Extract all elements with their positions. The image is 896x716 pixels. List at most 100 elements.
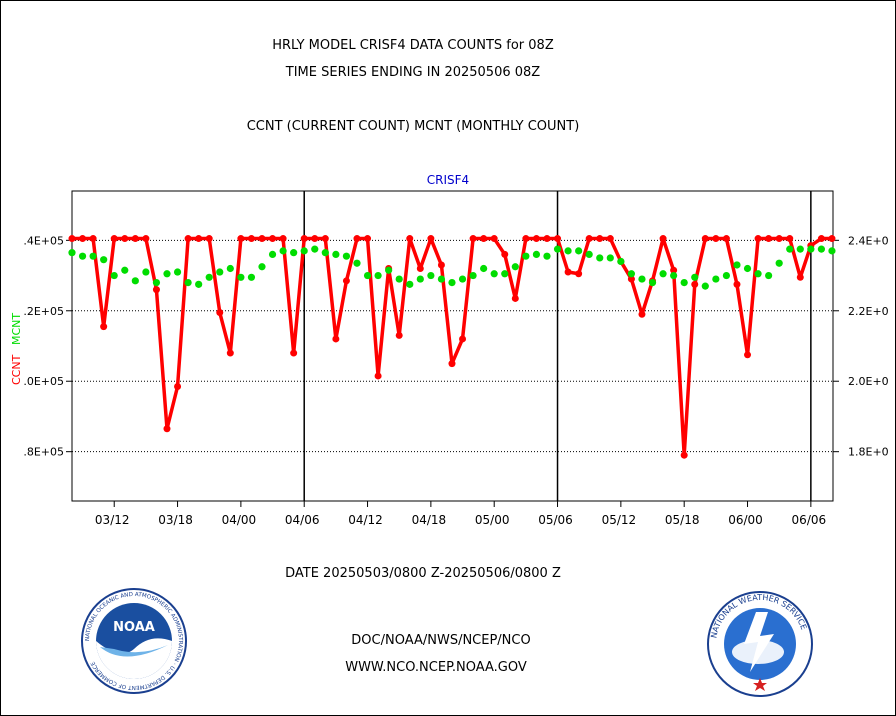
mcnt-point [184,278,192,287]
ccnt-point [279,235,287,243]
ccnt-point [775,235,783,243]
ccnt-point [627,275,635,283]
ccnt-point [543,235,551,243]
x-tick-label: 04/00 [222,513,257,527]
series-ccnt [68,235,836,459]
mcnt-point [501,270,509,278]
series-mcnt [68,245,836,290]
x-tick-label: 06/06 [792,513,827,527]
ccnt-point [722,235,730,243]
mcnt-point [437,275,446,283]
ccnt-point [469,235,477,243]
mcnt-point [575,247,583,255]
mcnt-point [733,261,741,269]
ccnt-point [174,383,182,391]
ccnt-point [817,235,825,243]
ccnt-point [733,280,741,288]
ccnt-point [247,235,255,243]
mcnt-point [722,271,731,280]
mcnt-point [807,245,815,253]
ccnt-point [680,451,688,459]
mcnt-point [511,263,519,271]
ccnt-point [744,351,752,359]
org-line: DOC/NOAA/NWS/NCEP/NCO [351,633,531,648]
mcnt-point [110,271,118,280]
mcnt-point [701,282,709,290]
ccnt-point [342,277,350,285]
plot-area [71,190,834,502]
y-axis-label-mcnt: MCNT [10,313,23,345]
ccnt-point [712,235,720,243]
mcnt-point [268,250,277,259]
noaa-logo: NOAA NATIONAL OCEANIC AND ATMOSPHERIC AD… [81,588,187,694]
mcnt-point [627,270,636,278]
mcnt-point [691,273,699,281]
ccnt-point [828,235,836,243]
ccnt-point [237,235,245,243]
mcnt-point [480,264,488,273]
chart-subtitle: CCNT (CURRENT COUNT) MCNT (MONTHLY COUNT… [246,119,580,134]
mcnt-point [553,245,562,253]
mcnt-point [152,278,161,287]
mcnt-point [448,278,456,287]
ccnt-point [269,235,277,243]
nws-logo: NATIONAL WEATHER SERVICE [707,591,813,697]
ccnt-point [765,235,773,243]
ccnt-point [374,372,382,380]
y-tick-label-right: 2.0E+0 [848,375,889,388]
mcnt-point [406,280,414,288]
ccnt-point [300,235,308,243]
ccnt-point [554,235,562,243]
ccnt-point [459,335,467,343]
mcnt-point [712,275,720,283]
ccnt-point [395,331,403,339]
ccnt-point [216,309,224,317]
y-tick-label-left: .2E+05 [23,305,64,318]
mcnt-point [543,252,551,260]
mcnt-point [796,245,804,253]
ccnt-point [575,270,583,278]
ccnt-point [79,235,87,243]
ccnt-point [501,250,509,258]
ccnt-point [226,349,234,357]
mcnt-point [596,254,604,262]
mcnt-point [353,259,361,267]
x-tick-label: 05/00 [475,513,510,527]
ccnt-point [585,235,593,243]
ccnt-point [110,235,118,243]
x-tick-label: 05/12 [602,513,637,527]
mcnt-point [100,256,108,264]
mcnt-point [617,257,625,266]
ccnt-point [353,235,361,243]
mcnt-point [765,271,773,280]
mcnt-point [427,271,435,280]
ccnt-point [131,235,139,243]
y-tick-label-right: 2.4E+0 [848,234,889,247]
ccnt-point [427,235,435,243]
ccnt-point [786,235,794,243]
ccnt-point [701,235,709,243]
mcnt-point [416,275,424,283]
mcnt-point [342,252,351,260]
mcnt-point [564,247,572,255]
mcnt-point [290,249,298,257]
mcnt-point [395,275,403,283]
y-tick-label-left: .4E+05 [23,234,64,247]
ccnt-point [532,235,540,243]
mcnt-point [754,270,762,278]
ccnt-point [321,235,329,243]
ccnt-point [332,335,340,343]
x-tick-label: 04/18 [412,513,447,527]
ccnt-point [121,235,129,243]
mcnt-point [469,271,477,280]
ccnt-point [564,268,572,276]
y-tick-label-left: .0E+05 [23,375,64,388]
mcnt-point [743,264,752,273]
ccnt-point [152,286,160,294]
mcnt-point [332,250,340,259]
ccnt-point [638,310,646,318]
mcnt-point [258,263,266,271]
mcnt-point [638,275,646,283]
x-tick-label: 04/12 [348,513,383,527]
